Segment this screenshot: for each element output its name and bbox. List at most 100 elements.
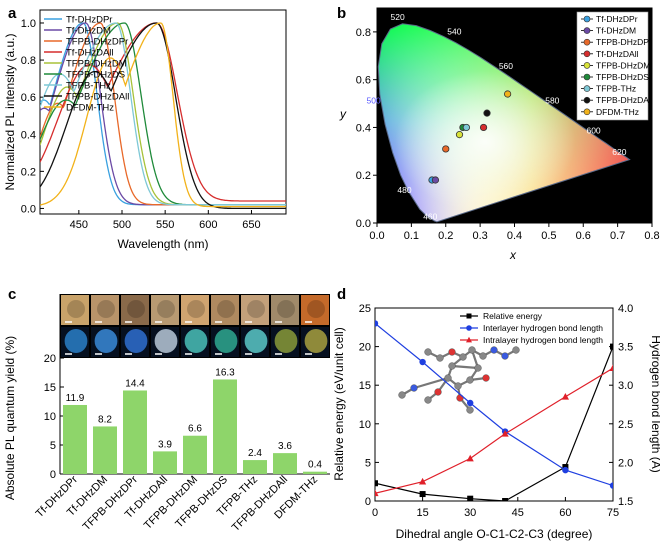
- chart-d-y-tick-label: 25: [359, 303, 371, 315]
- bar-tfpb-dhzdall: [273, 453, 297, 474]
- micrograph-fluorescence: [154, 329, 178, 353]
- molecule-atom: [410, 384, 418, 392]
- chart-d-y-tick-label: 10: [359, 419, 371, 431]
- chart-a-frame: [39, 9, 287, 215]
- legend-marker-tf-dhzdall: [583, 50, 591, 58]
- chart-c-y-tick-label: 5: [50, 440, 56, 452]
- micrograph-fluorescence: [244, 329, 268, 353]
- chart-b-points: [428, 90, 512, 184]
- legend-label-tfpb-dhzdpr: TFPB-DHzDPr: [66, 37, 128, 48]
- molecule-atom: [398, 391, 406, 399]
- chart-d-y-tick-label: 0: [365, 496, 371, 508]
- chart-d-y-right-tick-label: 3.0: [618, 380, 633, 392]
- chart-d-x-label: Dihedral angle O-C1-C2-C3 (degree): [396, 527, 593, 541]
- chart-d-frame: [374, 307, 614, 502]
- bar-value-label-tf-dhzdm: 8.2: [98, 414, 112, 425]
- point-intralayer-hydrogen-bond-length: [419, 477, 427, 485]
- legend-marker-intralayer-hydrogen-bond-length: [466, 336, 472, 343]
- bar-tfpb-dhzds: [213, 379, 237, 474]
- legend-label-tfpb-dhzdall: TFPB-DHzDAll: [66, 92, 129, 103]
- micrograph-fluorescence: [64, 329, 88, 353]
- chart-b-x-tick-label: 0.3: [472, 230, 487, 242]
- molecule-atom: [490, 346, 498, 354]
- micrograph-particle: [307, 300, 325, 318]
- micrograph-brightfield: [91, 295, 119, 325]
- micrograph-fluorescence: [124, 329, 148, 353]
- bar-value-label-tfpb-dhzdall: 3.6: [278, 441, 292, 452]
- chart-d-y-tick-label: 15: [359, 380, 371, 392]
- chart-b-x-tick-label: 0.1: [404, 230, 419, 242]
- chart-d-x-tick-label: 15: [416, 507, 428, 519]
- point-intralayer-hydrogen-bond-length: [561, 392, 569, 400]
- legend-marker-tf-dhzdm: [583, 27, 591, 34]
- micrograph-fluorescence: [274, 329, 298, 353]
- legend-marker-interlayer-hydrogen-bond-length: [466, 325, 472, 331]
- cie-point-tf-dhzdall: [479, 123, 488, 132]
- chart-a-y-tick-label: 0.6: [21, 92, 36, 104]
- cie-point-dfdm-thz: [504, 90, 512, 98]
- wavelength-label-460: 460: [423, 211, 437, 221]
- molecule-atom: [459, 353, 467, 361]
- cie-point-tfpb-dhzdpr: [442, 145, 450, 153]
- bar-tfpb-dhzdm: [183, 435, 207, 474]
- bar-tf-dhzdpr: [63, 404, 87, 474]
- micrograph-particle: [127, 300, 145, 318]
- chart-b-y-label: y: [339, 107, 347, 121]
- chart-a-y-tick-label: 0.4: [21, 129, 36, 141]
- chart-d-energy-bond: 0 15 30 45 60 7505101520251.52.02.53.03.54.0 …: [332, 303, 660, 541]
- molecule-atom: [482, 374, 490, 382]
- bar-value-label-tfpb-thz: 2.4: [248, 448, 262, 459]
- chart-d-y-label: Relative energy (eV/unit cell): [332, 327, 346, 480]
- series-line-relative-energy: [375, 346, 613, 501]
- legend-label-tfpb-thz: TFPB-THz: [66, 81, 111, 92]
- chart-a-y-tick-label: 0.0: [21, 203, 36, 215]
- micrograph-brightfield: [271, 295, 299, 325]
- chart-c-y-tick-label: 20: [44, 353, 56, 365]
- legend-label-interlayer-hydrogen-bond-length: Interlayer hydrogen bond length: [483, 323, 603, 333]
- cie-point-tfpb-thz: [462, 123, 470, 132]
- molecule-atom: [424, 348, 432, 356]
- micrograph-brightfield: [301, 295, 329, 325]
- chart-b-x-label: x: [509, 248, 517, 262]
- chart-d-lines: [375, 320, 613, 501]
- molecule-atom: [468, 346, 476, 354]
- legend-label-tf-dhzdm: Tf-DHzDM: [66, 26, 111, 37]
- legend-label-tf-dhzdall: Tf-DHzDAll: [66, 48, 114, 59]
- molecule-atom: [501, 352, 509, 360]
- molecule-atom: [454, 382, 462, 390]
- chart-b-x-tick-label: 0.8: [644, 230, 659, 242]
- point-intralayer-hydrogen-bond-length: [609, 364, 613, 372]
- micrograph-particle: [157, 300, 175, 318]
- chart-d-ticks: 0 15 30 45 60 75 0 5 10 15 20 25 1.5 2.0 2.5 3.0 3.5 4.0: [359, 303, 634, 519]
- chart-d-x-tick-label: 0: [372, 507, 378, 519]
- chart-b-y-tick-label: 0.6: [356, 75, 371, 87]
- legend-marker-dfdm-thz: [583, 108, 591, 116]
- bar-value-label-tfpb-dhzds: 16.3: [215, 367, 235, 378]
- chart-a-y-tick-label: 0.8: [21, 55, 36, 67]
- series-line-tfpb-thz: [40, 22, 286, 206]
- legend-label-intralayer-hydrogen-bond-length: Intralayer hydrogen bond length: [483, 335, 603, 345]
- molecule-illustration: [398, 346, 520, 414]
- series-line-tf-dhzdall: [40, 22, 286, 202]
- cie-point-tfpb-dhzdm: [455, 131, 464, 139]
- chart-b-legend: Tf-DHzDPrTf-DHzDMTFPB-DHzDPrTf-DHzDAllTF…: [576, 11, 653, 121]
- legend-label-dfdm-thz: DFDM-THz: [596, 107, 639, 117]
- chart-d-x-tick-label: 30: [464, 507, 476, 519]
- chart-b-y-tick-label: 0.8: [356, 27, 371, 39]
- micrograph-brightfield: [151, 295, 179, 325]
- micrograph-strip: [60, 294, 330, 358]
- cie-point-tfpb-dhzdall: [483, 109, 491, 117]
- micrograph-particle: [97, 300, 115, 318]
- bar-value-label-tf-dhzdall: 3.9: [158, 439, 172, 450]
- legend-label-tf-dhzdpr: Tf-DHzDPr: [66, 15, 112, 26]
- chart-d-y-tick-label: 5: [365, 457, 371, 469]
- chart-d-y-right-label: Hydrogen bond length (Å): [649, 335, 660, 472]
- chart-a-emission-spectra: 450 500 550 600 650 0.0 0.2 0.4 0.6 0.8 1.0 Tf-DHz…: [3, 9, 287, 251]
- bar-tf-dhzdm: [93, 426, 117, 474]
- legend-label-tfpb-dhzds: TFPB-DHzDS: [596, 72, 649, 82]
- legend-marker-tf-dhzdpr: [583, 15, 591, 23]
- chart-b-x-tick-label: 0.6: [576, 230, 591, 242]
- chart-a-ticks: 450 500 550 600 650 0.0 0.2 0.4 0.6 0.8 1.0: [21, 18, 261, 231]
- legend-marker-tfpb-dhzdm: [583, 62, 591, 69]
